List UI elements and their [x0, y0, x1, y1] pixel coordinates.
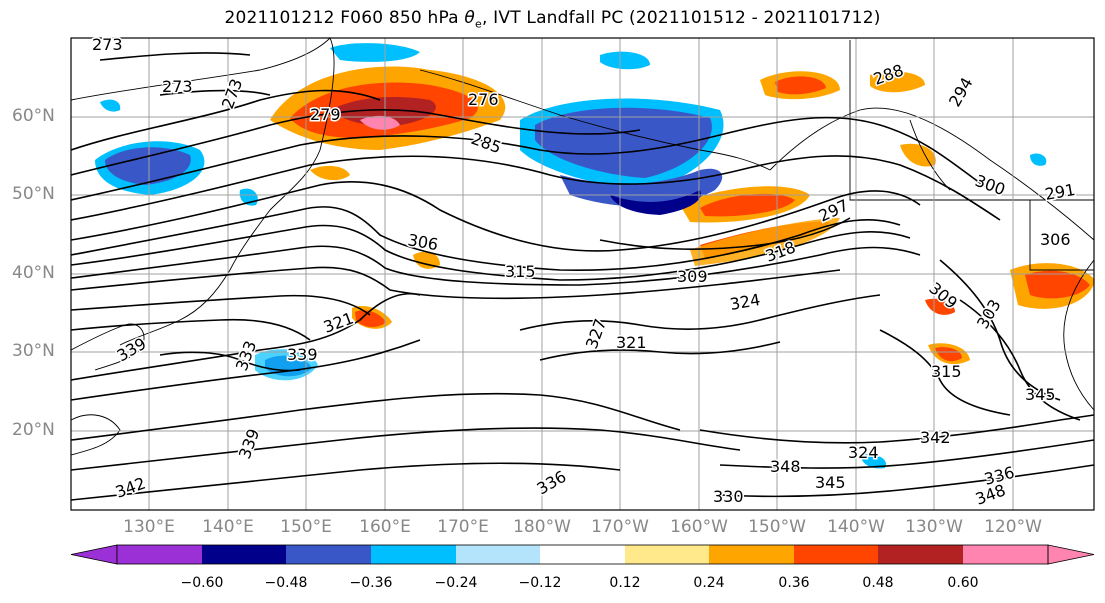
colorbar-tick-label: 0.48 [862, 575, 894, 591]
colorbar [70, 544, 1095, 565]
contour-label: 294 [945, 74, 977, 110]
contour-label: 315 [931, 362, 962, 381]
colorbar-segment [878, 545, 963, 564]
colorbar-outline [116, 544, 1049, 565]
contour-label: 309 [677, 267, 708, 286]
map-title: 2021101212 F060 850 hPa θe, IVT Landfall… [224, 8, 881, 31]
contour-label: 324 [728, 290, 761, 314]
contour-label: 306 [406, 230, 439, 254]
lat-label-20N: 20°N [12, 420, 55, 440]
lon-label-170E: 170°E [437, 517, 489, 537]
colorbar-tick-label: 0.60 [947, 575, 979, 591]
lon-label-180W: 180°W [513, 517, 571, 537]
lon-label-160E: 160°E [359, 517, 411, 537]
contour-label: 345 [815, 473, 846, 492]
contour-label: 324 [848, 443, 879, 462]
colorbar-segment [456, 545, 540, 564]
lon-label-150E: 150°E [280, 517, 332, 537]
lon-label-150W: 150°W [748, 517, 806, 537]
colorbar-tick-label: −0.60 [180, 575, 224, 591]
colorbar-segment [540, 545, 625, 564]
colorbar-segment [202, 545, 286, 564]
contour-label: 321 [616, 333, 647, 352]
lat-label-30N: 30°N [12, 341, 55, 361]
lon-label-120W: 120°W [984, 517, 1042, 537]
contour-label: 342 [113, 473, 148, 501]
colorbar-tick-label: 0.12 [609, 575, 641, 591]
contour-label: 276 [468, 90, 499, 109]
colorbar-segment [286, 545, 371, 564]
colorbar-tick-label: −0.12 [518, 575, 562, 591]
colorbar-tick-label: 0.36 [778, 575, 810, 591]
contour-label: 321 [321, 308, 356, 336]
colorbar-segment [963, 545, 1048, 564]
lat-label-50N: 50°N [12, 184, 55, 204]
contour-label: 303 [973, 296, 1005, 332]
colorbar-tick-label: −0.24 [434, 575, 478, 591]
contour-label: 348 [770, 457, 801, 476]
contour-label: 336 [534, 467, 570, 499]
map-frame [70, 37, 1095, 511]
colorbar-extend-high [1047, 544, 1095, 565]
colorbar-segment [371, 545, 456, 564]
lon-label-170W: 170°W [591, 517, 649, 537]
colorbar-extend-low [70, 544, 118, 565]
contour-label: 342 [920, 428, 951, 447]
contour-label: 306 [1040, 230, 1071, 249]
contour-label: 315 [505, 262, 536, 281]
contour-label: 273 [92, 35, 123, 54]
lat-label-60N: 60°N [12, 106, 55, 126]
contour-label: 273 [162, 77, 193, 96]
colorbar-segment [117, 545, 202, 564]
lon-label-160W: 160°W [670, 517, 728, 537]
contour-label: 279 [310, 105, 341, 124]
lon-label-130E: 130°E [123, 517, 175, 537]
contour-label: 330 [713, 487, 744, 506]
contour-label: 348 [973, 480, 1008, 508]
colorbar-segment [709, 545, 794, 564]
lon-label-140W: 140°W [827, 517, 885, 537]
colorbar-tick-label: −0.36 [349, 575, 393, 591]
coastlines [71, 38, 1094, 456]
colorbar-tick-label: 0.24 [693, 575, 725, 591]
contour-label: 339 [287, 345, 318, 364]
colorbar-segment [794, 545, 878, 564]
contour-label: 285 [469, 129, 504, 157]
theta-e-contours [71, 52, 1094, 501]
lon-label-140E: 140°E [202, 517, 254, 537]
colorbar-segment [625, 545, 709, 564]
colorbar-tick-label: −0.48 [264, 575, 308, 591]
lon-label-130W: 130°W [905, 517, 963, 537]
contour-label: 345 [1025, 385, 1056, 404]
lat-label-40N: 40°N [12, 263, 55, 283]
